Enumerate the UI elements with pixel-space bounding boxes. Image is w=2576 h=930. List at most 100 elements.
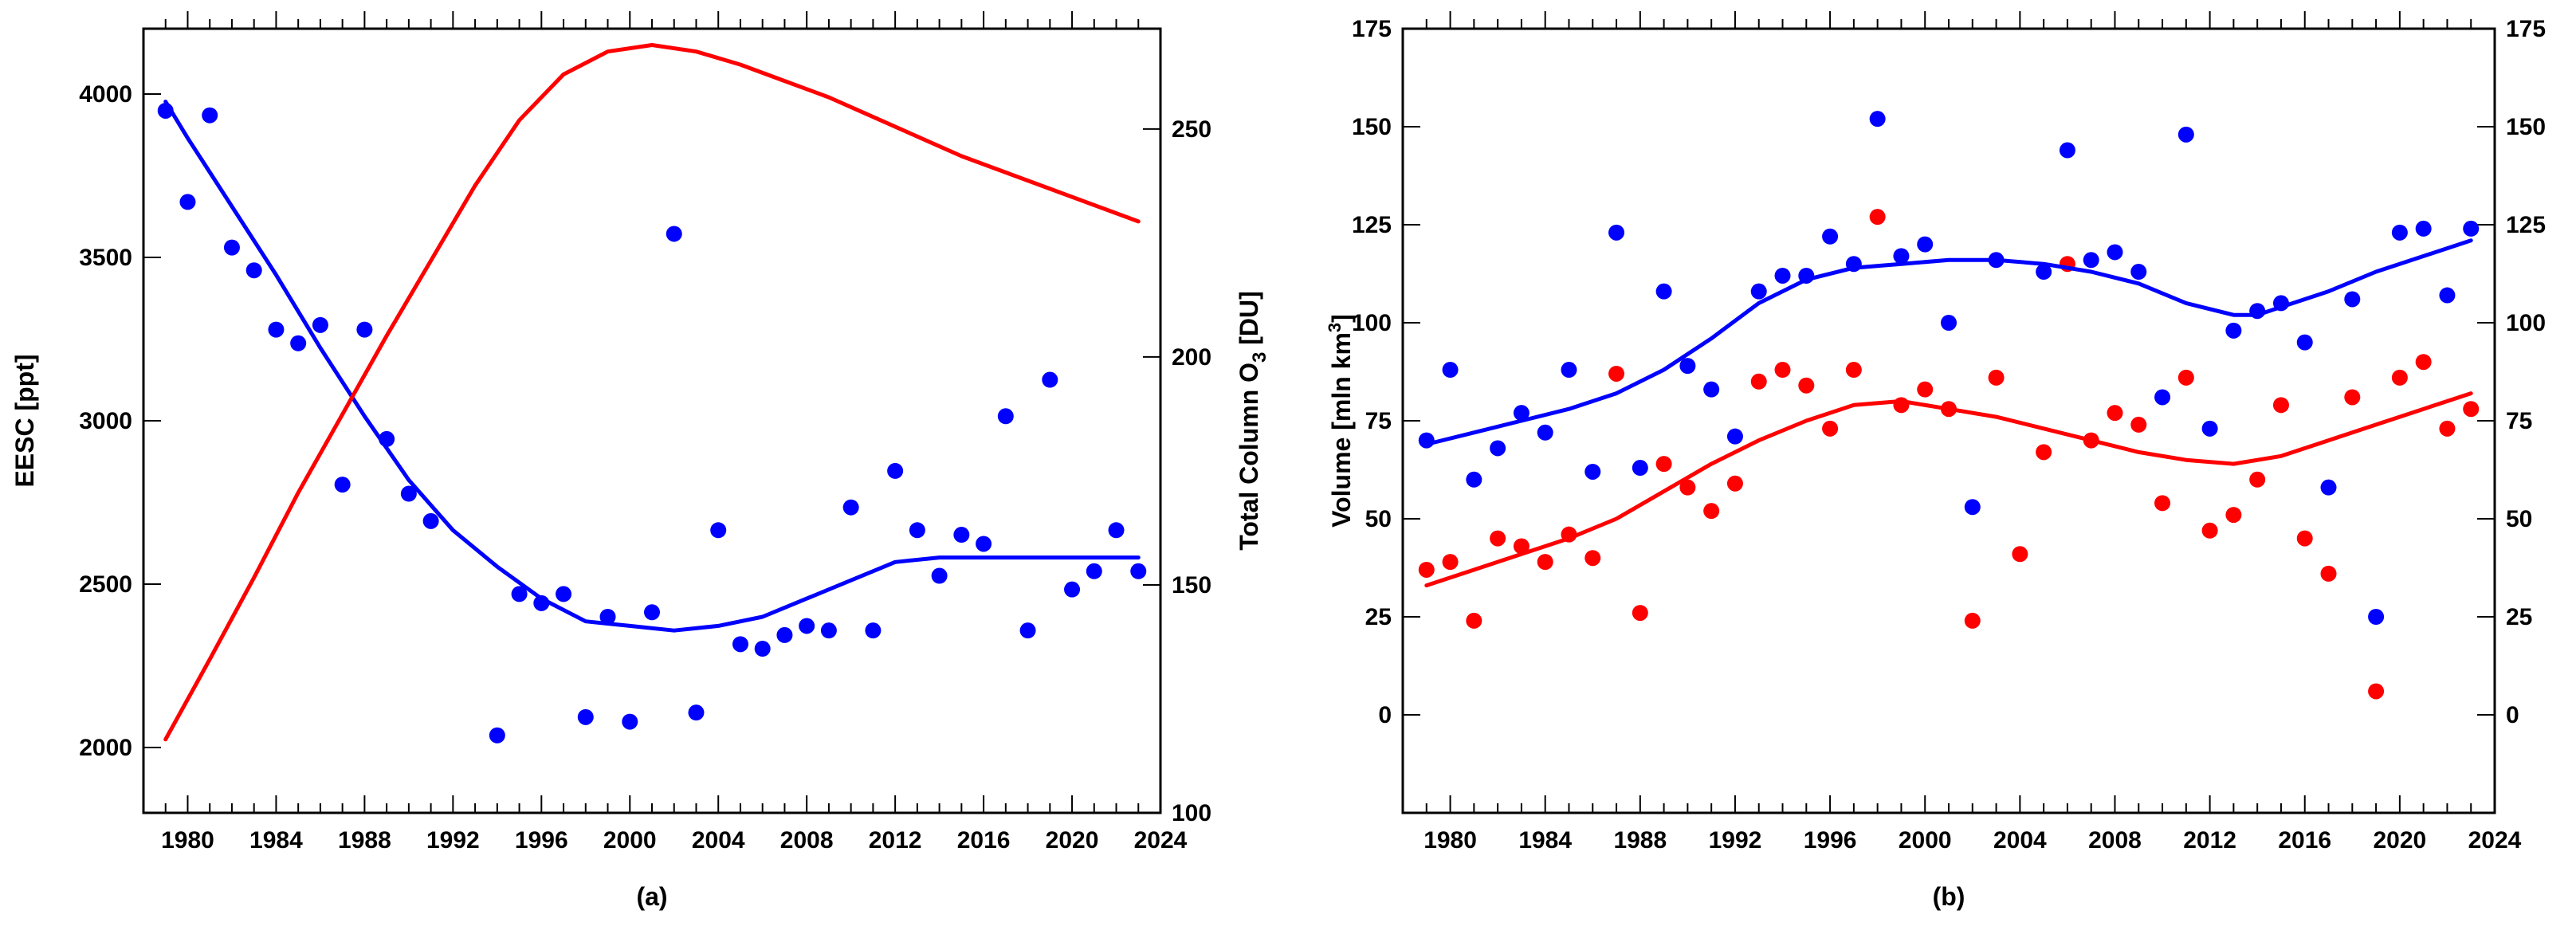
panel-a-series <box>157 43 1147 744</box>
panel-b-caption: (b) <box>1933 882 1965 911</box>
data-point <box>2296 334 2313 351</box>
data-point <box>732 636 748 653</box>
data-point <box>2012 546 2028 563</box>
data-point <box>1490 530 1506 547</box>
y2-tick-label: 200 <box>1172 344 1211 371</box>
data-point <box>799 618 815 634</box>
data-point <box>1750 373 1767 390</box>
data-point <box>997 408 1014 425</box>
y-tick-label: 125 <box>1352 212 1392 238</box>
data-point <box>2415 220 2432 237</box>
panel-a-y2-title-sub: 3 <box>1249 352 1270 363</box>
data-point <box>2177 126 2194 143</box>
data-point <box>1774 362 1791 379</box>
panel-a-y2-title-unit: [DU] <box>1235 291 1263 351</box>
panel-b-x-tick-labels: 1980 1984 1988 1992 1996 2000 2004 2008 2012 2016… <box>1423 827 2521 853</box>
y-tick-label: 50 <box>1365 506 1392 532</box>
panel-a-y2-axis-title: Total Column O3 [DU] <box>1235 291 1270 551</box>
data-point <box>2320 479 2337 496</box>
data-point <box>1655 283 1672 300</box>
y-tick-label: 3500 <box>79 245 132 271</box>
data-point <box>666 226 682 242</box>
data-point <box>489 727 505 744</box>
y2-tick-label: 175 <box>2506 16 2546 42</box>
data-point <box>312 316 328 333</box>
y-tick-label: 2000 <box>79 735 132 761</box>
x-tick-label: 2012 <box>2183 827 2236 853</box>
data-point <box>2059 142 2075 159</box>
data-point <box>556 586 572 602</box>
x-tick-label: 1984 <box>1518 827 1572 853</box>
data-point <box>2439 287 2456 304</box>
y-tick-label: 175 <box>1352 16 1392 42</box>
data-point <box>223 239 240 256</box>
x-tick-label: 2016 <box>957 827 1011 853</box>
data-point <box>1774 267 1791 284</box>
y2-tick-label: 100 <box>1172 800 1211 826</box>
panel-b-y-title-sup: 3 <box>1325 323 1345 332</box>
data-point <box>865 622 882 639</box>
x-tick-label: 1992 <box>426 827 480 853</box>
data-point <box>909 522 925 539</box>
data-point <box>1964 612 1981 629</box>
x-tick-label: 2020 <box>2373 827 2426 853</box>
y2-tick-label: 250 <box>1172 116 1211 143</box>
y2-tick-label: 150 <box>2506 114 2546 140</box>
x-tick-label: 1996 <box>515 827 568 853</box>
x-tick-label: 1984 <box>249 827 303 853</box>
data-point <box>1869 111 1886 128</box>
x-tick-label: 1988 <box>1613 827 1667 853</box>
data-point <box>1869 209 1886 226</box>
data-point <box>2036 444 2052 461</box>
data-point <box>2225 322 2242 339</box>
data-point <box>2107 405 2123 422</box>
x-tick-label: 2024 <box>2468 827 2522 853</box>
series-line-3 <box>1424 391 2473 588</box>
data-point <box>1679 479 1696 496</box>
data-point <box>2225 507 2242 524</box>
panel-a-caption: (a) <box>636 882 667 911</box>
data-point <box>1632 605 1648 622</box>
data-point <box>887 462 904 479</box>
y-tick-label: 4000 <box>79 81 132 108</box>
data-point <box>577 708 594 725</box>
panel-b-series <box>1418 111 2480 700</box>
data-point <box>1442 362 1459 379</box>
x-tick-label: 2000 <box>1899 827 1952 853</box>
data-point <box>2154 495 2171 512</box>
data-point <box>2391 369 2408 386</box>
y-tick-label: 25 <box>1365 604 1392 630</box>
data-point <box>1466 612 1482 629</box>
data-point <box>1703 381 1720 398</box>
data-point <box>1442 554 1459 571</box>
data-point <box>1917 381 1934 398</box>
y2-tick-label: 125 <box>2506 212 2546 238</box>
x-tick-label: 2004 <box>692 827 745 853</box>
data-point <box>1964 499 1981 516</box>
data-point <box>931 567 948 584</box>
data-point <box>334 477 351 493</box>
data-point <box>1822 420 1839 437</box>
x-tick-label: 1988 <box>338 827 391 853</box>
y2-tick-label: 50 <box>2506 506 2532 532</box>
y-tick-label: 75 <box>1365 408 1392 434</box>
data-point <box>1632 460 1648 477</box>
data-point <box>2107 244 2123 261</box>
data-point <box>1608 365 1625 382</box>
data-point <box>1108 522 1125 539</box>
data-point <box>820 622 837 639</box>
y2-tick-label: 75 <box>2506 408 2532 434</box>
data-point <box>422 512 439 529</box>
data-point <box>2177 369 2194 386</box>
data-point <box>2272 397 2289 414</box>
y-tick-label: 3000 <box>79 408 132 434</box>
data-point <box>1584 550 1601 567</box>
data-point <box>1537 424 1553 441</box>
panel-b-y-axis-title: Volume [mln km3] <box>1325 314 1356 528</box>
data-point <box>2036 264 2052 281</box>
data-point <box>1679 358 1696 375</box>
data-point <box>1893 248 1910 265</box>
data-point <box>953 527 970 543</box>
